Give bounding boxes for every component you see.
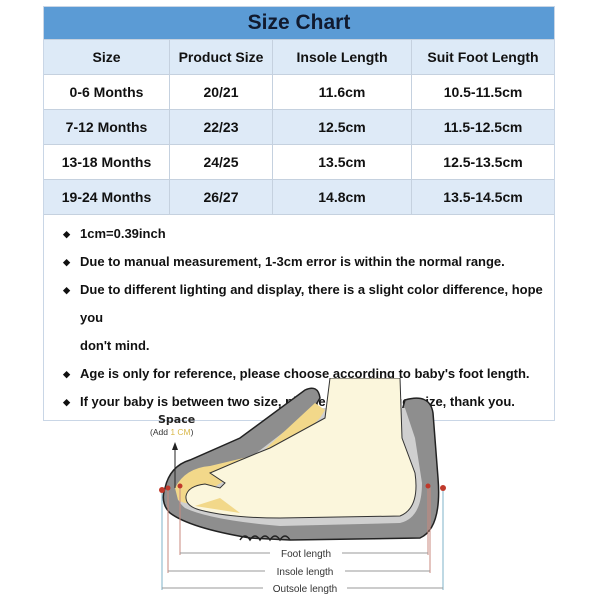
yellow-lining: [175, 403, 325, 504]
header-cell: Suit Foot Length: [411, 40, 554, 74]
header-cell: Product Size: [169, 40, 272, 74]
table-cell: 13.5-14.5cm: [411, 180, 554, 214]
bullet-icon: ◆: [63, 257, 70, 267]
note-item: ◆ Due to different lighting and display, …: [44, 276, 554, 332]
table-cell: 11.5-12.5cm: [411, 110, 554, 144]
add-label: (Add 1 CM): [150, 427, 194, 437]
table-cell: 22/23: [169, 110, 272, 144]
table-cell: 10.5-11.5cm: [411, 75, 554, 109]
size-chart-table: Size Chart Size Product Size Insole Leng…: [43, 6, 555, 421]
note-item-continuation: don't mind.: [80, 338, 150, 353]
table-cell: 11.6cm: [272, 75, 411, 109]
table-row: 19-24 Months 26/27 14.8cm 13.5-14.5cm: [44, 179, 554, 214]
table-cell: 12.5cm: [272, 110, 411, 144]
table-title: Size Chart: [44, 7, 554, 39]
header-row: Size Product Size Insole Length Suit Foo…: [44, 39, 554, 74]
space-label: Space: [158, 413, 195, 426]
measurement-lines: [159, 483, 446, 590]
table-cell: 0-6 Months: [69, 84, 144, 100]
bullet-icon: ◆: [63, 229, 70, 239]
note-item: ◆ 1cm=0.39inch: [44, 220, 554, 248]
arrow-up-icon: [172, 442, 178, 450]
table-cell: 13.5cm: [272, 145, 411, 179]
foot-length-label: Foot length: [281, 549, 331, 560]
insole-length-label: Insole length: [277, 567, 334, 578]
table-cell: 26/27: [169, 180, 272, 214]
table-row: 7-12 Months 22/23 12.5cm 11.5-12.5cm: [44, 109, 554, 144]
note-item: ◆ Due to manual measurement, 1-3cm error …: [44, 248, 554, 276]
table-cell: 12.5-13.5cm: [411, 145, 554, 179]
header-cell: Insole Length: [272, 40, 411, 74]
table-cell: 24/25: [169, 145, 272, 179]
bullet-icon: ◆: [63, 397, 70, 407]
table-cell: 20/21: [169, 75, 272, 109]
foot-shape: [185, 378, 417, 519]
table-row: 0-6 Months 20/21 11.6cm 10.5-11.5cm: [44, 74, 554, 109]
table-cell: 7-12 Months: [65, 119, 148, 135]
bullet-icon: ◆: [63, 285, 70, 295]
outsole-length-label: Outsole length: [273, 584, 338, 595]
header-cell: Size: [92, 49, 121, 65]
table-cell: 19-24 Months: [61, 189, 152, 205]
table-cell: 13-18 Months: [61, 154, 152, 170]
note-item: ◆ Age is only for reference, please choos…: [44, 360, 554, 388]
table-row: 13-18 Months 24/25 13.5cm 12.5-13.5cm: [44, 144, 554, 179]
table-cell: 14.8cm: [272, 180, 411, 214]
bullet-icon: ◆: [63, 369, 70, 379]
shoe-measurement-illustration: Space (Add 1 CM) Foot length Insole leng…: [150, 378, 446, 595]
